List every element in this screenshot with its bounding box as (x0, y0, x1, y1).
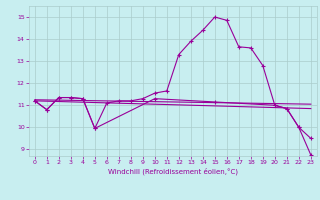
X-axis label: Windchill (Refroidissement éolien,°C): Windchill (Refroidissement éolien,°C) (108, 168, 238, 175)
